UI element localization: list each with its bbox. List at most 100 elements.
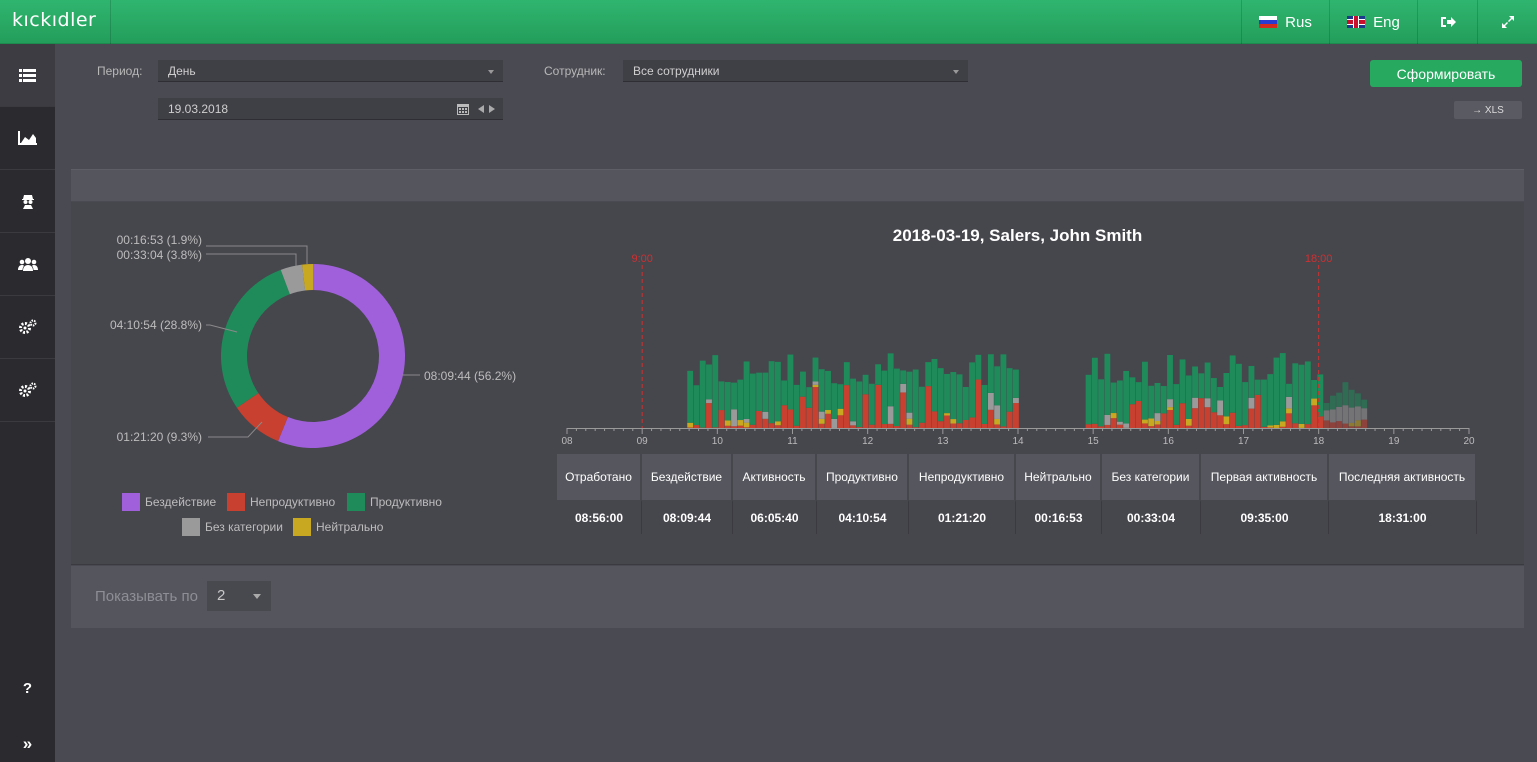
stats-header: Нейтрально (1016, 454, 1102, 500)
logout-button[interactable] (1417, 0, 1477, 44)
bar-uncategorized (706, 399, 712, 404)
calendar-icon[interactable] (457, 103, 469, 115)
bar-productive (1317, 374, 1324, 417)
sidebar-item-reports[interactable] (0, 44, 55, 107)
bar-uncategorized (1248, 397, 1255, 409)
sidebar-item-spy[interactable] (0, 170, 55, 233)
bar-neutral (837, 408, 844, 416)
sidebar-item-employees[interactable] (0, 233, 55, 296)
donut-slice[interactable] (278, 264, 406, 449)
donut-label: 00:33:04 (3.8%) (117, 248, 202, 262)
sidebar-item-analytics[interactable] (0, 107, 55, 170)
bar-uncategorized (1336, 406, 1343, 422)
legend-item-unproductive[interactable]: Непродуктивно (227, 493, 335, 511)
bar-productive (1135, 382, 1142, 401)
stats-value: 08:56:00 (557, 500, 642, 534)
bar-productive (1336, 392, 1343, 407)
bar-unproductive (1223, 424, 1230, 428)
bar-unproductive (1235, 425, 1242, 428)
donut-slice[interactable] (280, 264, 306, 295)
bar-productive (756, 372, 763, 412)
bar-unproductive (969, 417, 976, 428)
x-tick-label: 19 (1388, 436, 1400, 447)
bar-productive (843, 362, 850, 386)
period-select[interactable]: День (158, 60, 503, 82)
time-marker-label: 9:00 (631, 253, 652, 265)
bar-unproductive (1116, 424, 1123, 428)
legend-item-neutral[interactable]: Нейтрально (293, 518, 383, 536)
stats-value: 09:35:00 (1201, 500, 1329, 534)
list-icon (19, 68, 36, 82)
bar-neutral (1142, 419, 1148, 424)
expand-sidebar-button[interactable]: » (22, 734, 33, 753)
bar-neutral (1267, 425, 1274, 428)
prev-day-icon[interactable] (478, 105, 484, 113)
legend-item-idle[interactable]: Бездействие (122, 493, 216, 511)
bar-neutral (994, 418, 1001, 425)
bar-productive (706, 364, 712, 400)
bar-unproductive (1185, 425, 1192, 428)
bar-productive (962, 386, 969, 420)
bar-unproductive (1142, 423, 1148, 428)
sidebar: ? » (0, 44, 55, 762)
bar-productive (1116, 380, 1123, 422)
bar-productive (1091, 357, 1098, 424)
bar-unproductive (1229, 412, 1236, 428)
employee-select[interactable]: Все сотрудники (623, 60, 968, 82)
donut-slice[interactable] (236, 393, 288, 442)
donut-label: 08:09:44 (56.2%) (424, 369, 516, 383)
bar-unproductive (931, 411, 938, 428)
bar-uncategorized (900, 383, 907, 393)
sidebar-item-admin[interactable] (0, 359, 55, 422)
donut-slice[interactable] (220, 269, 290, 408)
bar-unproductive (1129, 404, 1136, 428)
report-panel-header (71, 169, 1524, 201)
bar-productive (1354, 393, 1361, 407)
bar-neutral (737, 420, 744, 426)
bar-productive (1229, 355, 1236, 413)
bar-productive (1348, 389, 1355, 408)
stats-header: Последняя активность (1329, 454, 1477, 500)
bar-productive (800, 371, 806, 397)
help-button[interactable]: ? (22, 680, 33, 697)
bar-uncategorized (1323, 410, 1330, 421)
bar-neutral (950, 419, 957, 424)
page-size-label: Показывать по (95, 588, 198, 605)
bar-unproductive (1311, 405, 1318, 428)
bar-unproductive (1210, 412, 1217, 428)
next-day-icon[interactable] (489, 105, 495, 113)
legend-item-uncategorized[interactable]: Без категории (182, 518, 283, 536)
lang-en-button[interactable]: Eng (1329, 0, 1417, 44)
bar-unproductive (975, 379, 982, 428)
bar-unproductive (1167, 409, 1173, 428)
bar-productive (825, 370, 831, 411)
legend-item-productive[interactable]: Продуктивно (347, 493, 442, 511)
lang-ru-button[interactable]: Rus (1241, 0, 1329, 44)
stats-value: 00:33:04 (1102, 500, 1201, 534)
bar-unproductive (868, 424, 875, 428)
export-xls-button[interactable]: → XLS (1454, 101, 1522, 119)
donut-slice[interactable] (302, 264, 313, 291)
page-size-select[interactable]: 2 (207, 581, 271, 611)
bar-productive (1148, 385, 1155, 419)
bar-unproductive (1110, 418, 1117, 428)
kickidler-logo[interactable]: kıckıdler (12, 9, 97, 31)
bar-unproductive (768, 423, 775, 428)
fullscreen-button[interactable] (1477, 0, 1537, 44)
sidebar-item-settings[interactable] (0, 296, 55, 359)
bar-productive (1304, 361, 1311, 425)
bar-unproductive (818, 423, 825, 428)
date-input[interactable]: 19.03.2018 (158, 98, 503, 120)
bar-uncategorized (1167, 399, 1173, 408)
bar-productive (956, 374, 963, 424)
generate-button[interactable]: Сформировать (1370, 60, 1522, 87)
bar-unproductive (1104, 424, 1111, 428)
period-label: Период: (97, 64, 143, 78)
bar-unproductive (900, 392, 907, 428)
bar-uncategorized (987, 392, 994, 410)
donut-leader-line (206, 245, 308, 264)
legend-swatch (347, 493, 365, 511)
bar-unproductive (919, 422, 925, 428)
x-tick-label: 13 (937, 436, 949, 447)
bar-productive (1204, 362, 1211, 399)
